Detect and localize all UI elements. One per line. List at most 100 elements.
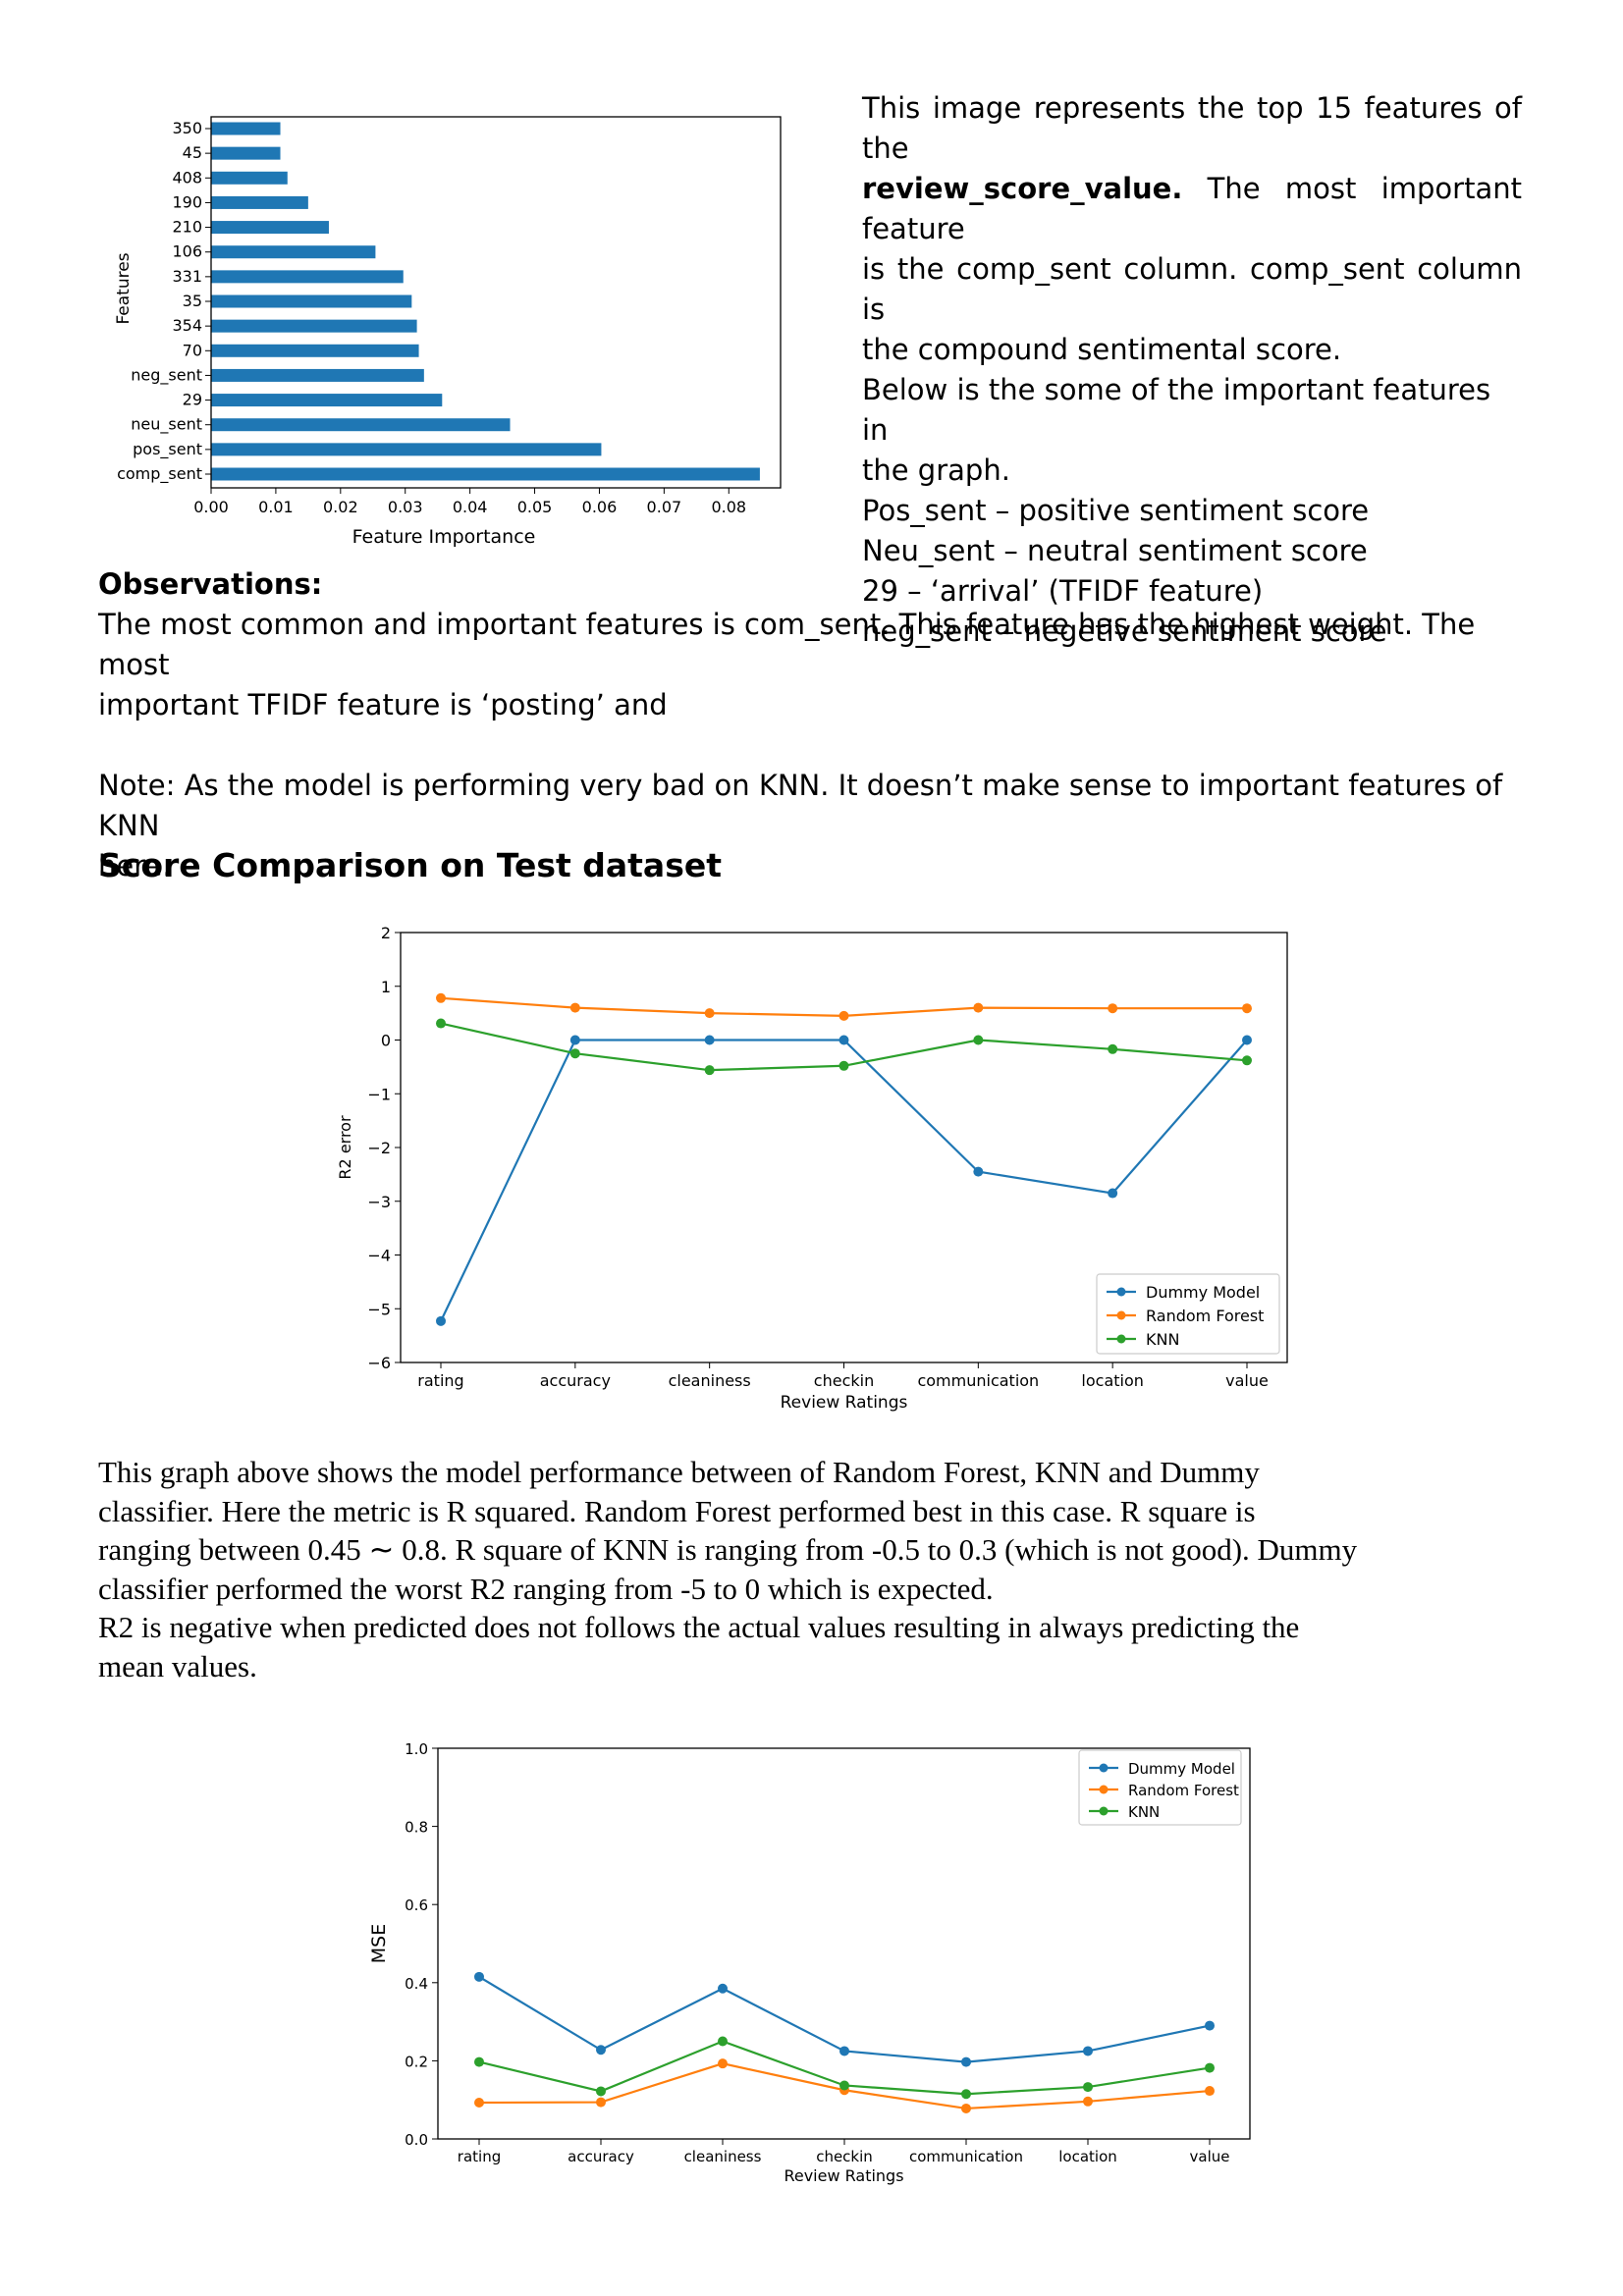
x-tick-label: rating [417,1371,463,1390]
y-tick-label: 2 [381,924,391,942]
feature-bar [211,195,308,209]
data-point [973,1166,984,1177]
data-point [1083,2046,1093,2056]
data-point [961,2103,971,2113]
legend-marker [1099,1763,1109,1773]
data-point [436,992,446,1003]
importance-tick-label: 0.01 [258,498,294,516]
feature-tick-label: neg_sent [131,365,202,385]
note-line-2: here. [98,849,172,882]
data-point [569,1002,580,1013]
data-point [1242,1003,1252,1014]
section-title: Score Comparison on Test dataset [98,846,722,884]
feature-bar [211,319,417,333]
note-line-1: Note: As the model is performing very ba… [98,769,1503,842]
feature-bar [211,245,376,259]
data-point [569,1035,580,1045]
x-tick-label: rating [458,2148,501,2165]
x-tick-label: accuracy [540,1371,611,1390]
x-tick-label: location [1058,2148,1117,2165]
data-point [596,2086,606,2097]
data-point [973,1002,984,1013]
data-point [1205,2062,1215,2073]
feature-bar [211,146,281,160]
desc-bold-term: review_score_value. [862,172,1183,205]
legend-marker [1116,1334,1126,1344]
y-tick-label: −3 [367,1193,391,1211]
data-point [474,1971,484,1982]
data-point [569,1048,580,1059]
para-line-5: R2 is negative when predicted does not f… [98,1610,1300,1644]
observations-line-2: important TFIDF feature is ‘posting’ and [98,688,668,721]
feature-tick-label: comp_sent [117,464,202,484]
feature-bar [211,122,281,135]
data-point [973,1035,984,1045]
y-tick-label: 1.0 [405,1740,428,1758]
x-tick-label: communication [917,1371,1039,1390]
data-point [1205,2020,1215,2031]
data-point [961,2089,971,2100]
y-tick-label: 0.0 [405,2131,428,2149]
feature-bar [211,368,424,382]
feature-tick-label: 29 [183,391,202,409]
feature-bar [211,394,443,407]
para-line-3: ranging between 0.45 ∼ 0.8. R square of … [98,1532,1358,1567]
feature-tick-label: 35 [183,292,202,310]
y-tick-label: −4 [367,1247,391,1265]
y-tick-label: 0.6 [405,1896,428,1914]
data-point [1108,1003,1118,1014]
y-axis-title: MSE [368,1924,390,1963]
data-point [704,1035,715,1045]
legend-label: KNN [1128,1803,1160,1821]
desc-line-4: the compound sentimental score. [862,333,1342,366]
legend-label: Dummy Model [1146,1283,1260,1302]
para-line-6: mean values. [98,1648,257,1683]
desc-line-2-rest: The most important feature [862,172,1522,245]
y-tick-label: −2 [367,1139,391,1157]
legend-marker [1116,1310,1126,1320]
feature-tick-label: 190 [172,192,202,211]
data-point [704,1065,715,1076]
para-line-1: This graph above shows the model perform… [98,1455,1260,1489]
feature-importance-axis-label: Feature Importance [352,526,536,548]
feature-importance-chart: Features comp_sent pos_sent neu_sent 29 neg_… [114,116,782,548]
feature-tick-label: 70 [183,341,202,359]
para-line-2: classifier. Here the metric is R squared… [98,1493,1256,1528]
desc-line-6: the graph. [862,454,1010,487]
data-point [596,2045,606,2056]
importance-tick-label: 0.02 [323,498,358,516]
legend-label: Random Forest [1128,1782,1239,1799]
feature-bar [211,418,511,432]
feature-tick-label: 45 [183,143,202,162]
legend-marker [1099,1806,1109,1816]
data-point [1242,1035,1252,1045]
data-point [704,1008,715,1019]
feature-bar [211,467,760,481]
feature-tick-label: pos_sent [133,440,202,459]
feature-tick-label: 354 [172,316,202,335]
feature-bar [211,221,329,235]
feature-bar [211,294,412,308]
data-point [1205,2086,1215,2097]
data-point [436,1018,446,1029]
desc-line-8: Neu_sent – neutral sentiment score [862,534,1368,567]
data-point [436,1315,446,1326]
observations-block: Observations: The most common and import… [98,564,1532,886]
data-point [718,2058,728,2069]
desc-line-1: This image represents the top 15 feature… [862,91,1522,165]
x-axis-title: Review Ratings [784,2166,903,2185]
y-tick-label: −6 [367,1354,391,1372]
x-tick-label: cleaniness [669,1371,751,1390]
feature-tick-label: neu_sent [131,415,202,435]
x-tick-label: checkin [814,1371,874,1390]
data-point [839,1010,849,1021]
x-tick-label: location [1081,1371,1143,1390]
feature-tick-label: 106 [172,242,202,261]
importance-tick-label: 0.04 [453,498,488,516]
x-tick-label: cleaniness [684,2148,762,2165]
feature-tick-label: 408 [172,168,202,187]
x-tick-label: accuracy [568,2148,634,2165]
feature-tick-label: 331 [172,267,202,286]
observations-heading: Observations: [98,564,1532,605]
y-tick-label: −1 [367,1085,391,1103]
